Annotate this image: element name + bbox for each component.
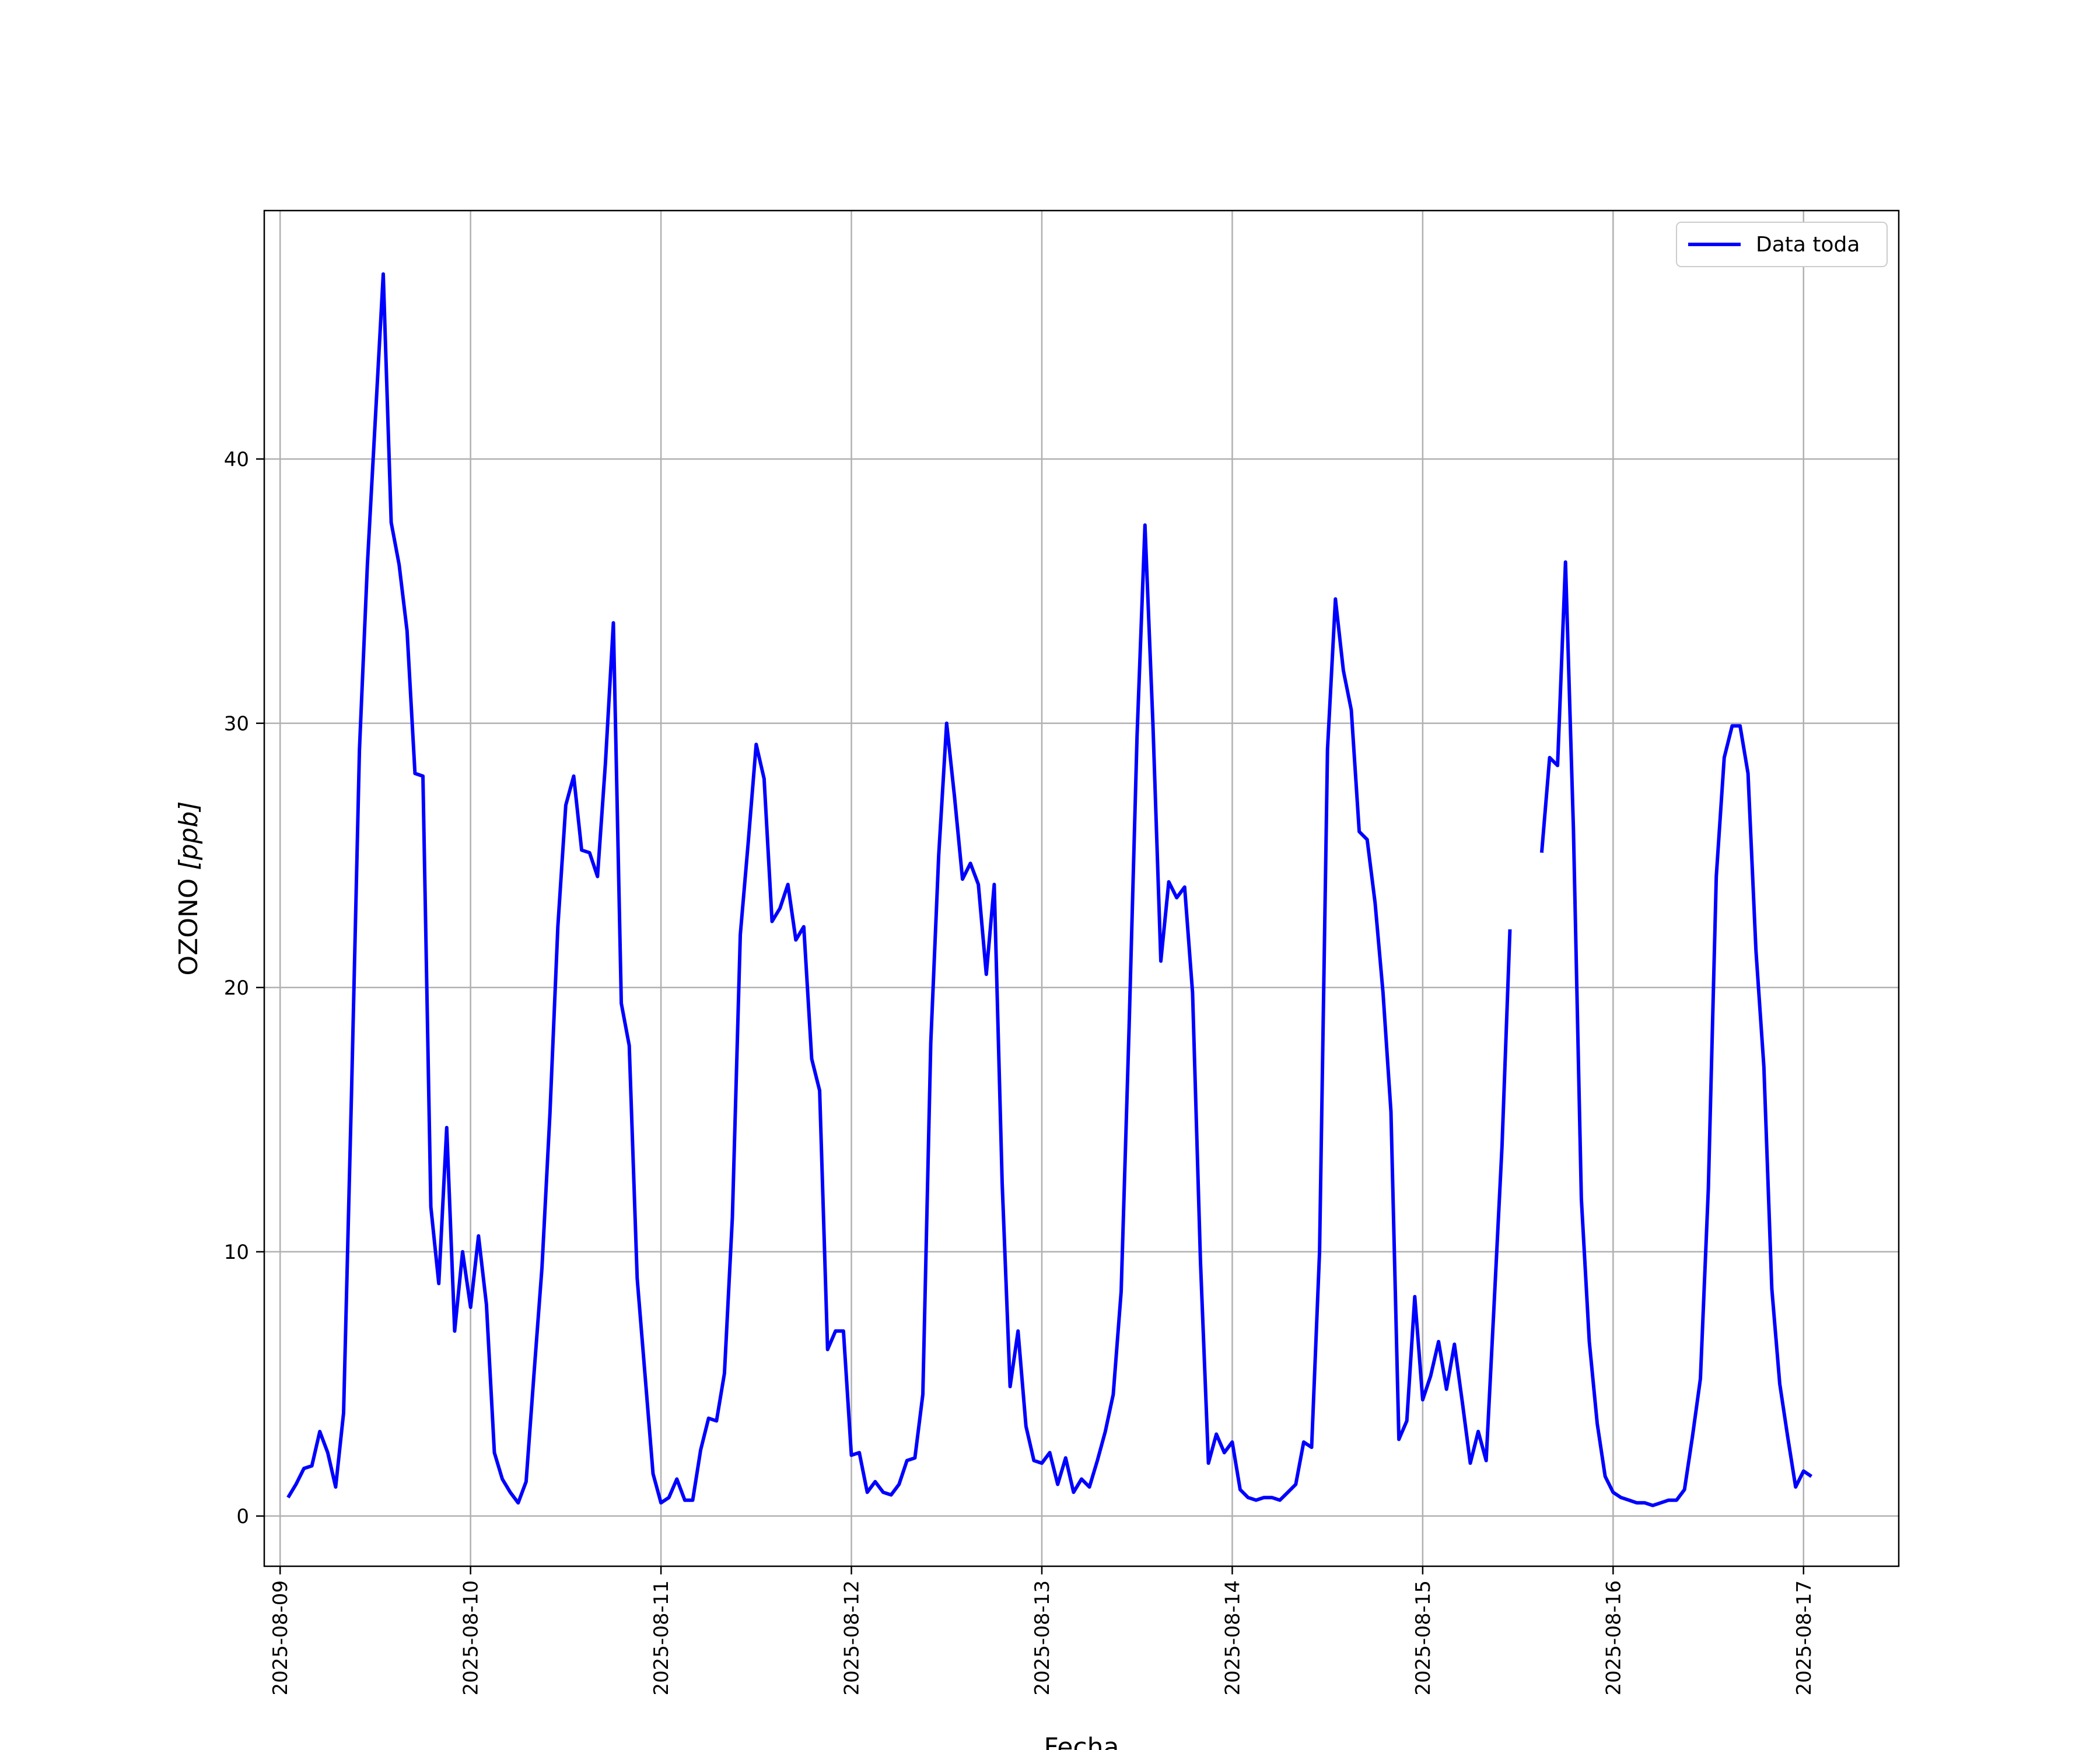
legend: Data toda: [1676, 222, 1888, 267]
x-tick-label: 2025-08-10: [460, 1580, 483, 1696]
x-tick-label: 2025-08-14: [1221, 1580, 1244, 1696]
y-tick-label: 30: [224, 712, 249, 736]
y-axis-label-unit: [ppb]: [174, 801, 204, 870]
y-tick-label: 0: [236, 1505, 249, 1528]
x-tick-label: 2025-08-11: [650, 1580, 673, 1696]
y-tick-label: 10: [224, 1241, 249, 1264]
y-tick-label: 20: [224, 977, 249, 1000]
x-tick-label: 2025-08-17: [1793, 1580, 1816, 1696]
x-tick-label: 2025-08-15: [1412, 1580, 1435, 1696]
x-tick-label: 2025-08-12: [841, 1580, 864, 1696]
x-tick-label: 2025-08-16: [1602, 1580, 1625, 1696]
y-axis-label-text: OZONO: [174, 870, 204, 976]
x-tick-label: 2025-08-09: [269, 1580, 292, 1696]
y-axis-label: OZONO [ppb]: [174, 801, 204, 975]
x-tick-label: 2025-08-13: [1031, 1580, 1054, 1696]
data-series: [286, 272, 1813, 1507]
y-tick-label: 40: [224, 448, 249, 471]
legend-box: [1676, 222, 1888, 267]
legend-entry-label: Data toda: [1756, 233, 1860, 257]
series-line-data-toda: [286, 272, 1813, 1507]
plot-frame: [263, 209, 1900, 1567]
grid-lines: [264, 211, 1899, 1566]
x-axis-label: Fecha: [1044, 1732, 1119, 1750]
axis-ticks: 2025-08-09 2025-08-10 2025-08-11 2025-08-12…: [224, 448, 1816, 1696]
